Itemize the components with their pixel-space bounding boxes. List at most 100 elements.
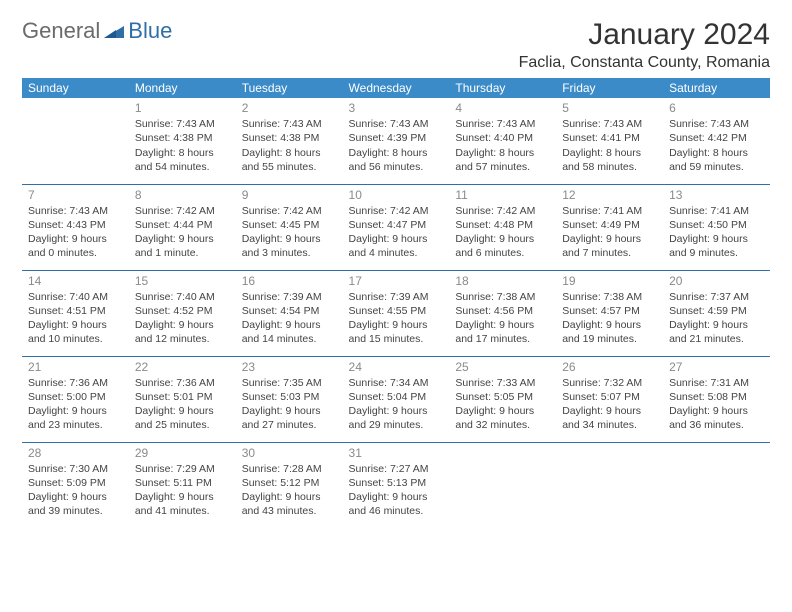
day-number: 2: [242, 100, 337, 116]
day-info-line: Sunset: 4:52 PM: [135, 304, 230, 318]
calendar-day-cell: 6Sunrise: 7:43 AMSunset: 4:42 PMDaylight…: [663, 98, 770, 184]
day-info-line: Sunrise: 7:43 AM: [669, 117, 764, 131]
day-info-line: Daylight: 9 hours: [455, 318, 550, 332]
calendar-week-row: 21Sunrise: 7:36 AMSunset: 5:00 PMDayligh…: [22, 356, 770, 442]
day-info-line: Daylight: 8 hours: [455, 146, 550, 160]
dayhdr-mon: Monday: [129, 78, 236, 98]
day-info-line: and 15 minutes.: [349, 332, 444, 346]
day-info-line: Daylight: 9 hours: [349, 232, 444, 246]
calendar-day-cell: [556, 442, 663, 528]
day-number: 19: [562, 273, 657, 289]
calendar-week-row: 28Sunrise: 7:30 AMSunset: 5:09 PMDayligh…: [22, 442, 770, 528]
calendar-day-cell: [663, 442, 770, 528]
calendar-day-cell: 26Sunrise: 7:32 AMSunset: 5:07 PMDayligh…: [556, 356, 663, 442]
calendar-body: 1Sunrise: 7:43 AMSunset: 4:38 PMDaylight…: [22, 98, 770, 528]
day-info-line: Sunrise: 7:34 AM: [349, 376, 444, 390]
day-info-line: Sunset: 4:55 PM: [349, 304, 444, 318]
day-info-line: Sunset: 5:11 PM: [135, 476, 230, 490]
day-info-line: and 17 minutes.: [455, 332, 550, 346]
day-info-line: Daylight: 9 hours: [242, 490, 337, 504]
day-info-line: Daylight: 9 hours: [669, 404, 764, 418]
day-info-line: Sunrise: 7:41 AM: [669, 204, 764, 218]
day-info-line: and 25 minutes.: [135, 418, 230, 432]
calendar-day-cell: 3Sunrise: 7:43 AMSunset: 4:39 PMDaylight…: [343, 98, 450, 184]
day-info-line: Sunrise: 7:38 AM: [455, 290, 550, 304]
day-info-line: Daylight: 9 hours: [455, 404, 550, 418]
day-info-line: Sunset: 5:01 PM: [135, 390, 230, 404]
calendar-day-cell: 8Sunrise: 7:42 AMSunset: 4:44 PMDaylight…: [129, 184, 236, 270]
day-number: 20: [669, 273, 764, 289]
calendar-day-cell: 23Sunrise: 7:35 AMSunset: 5:03 PMDayligh…: [236, 356, 343, 442]
month-title: January 2024: [519, 18, 770, 52]
day-info-line: and 6 minutes.: [455, 246, 550, 260]
day-info-line: Sunset: 4:51 PM: [28, 304, 123, 318]
day-info-line: Sunrise: 7:40 AM: [28, 290, 123, 304]
day-info-line: and 32 minutes.: [455, 418, 550, 432]
day-number: 29: [135, 445, 230, 461]
day-info-line: Sunrise: 7:42 AM: [135, 204, 230, 218]
day-number: 23: [242, 359, 337, 375]
day-info-line: Sunrise: 7:33 AM: [455, 376, 550, 390]
day-info-line: Sunset: 4:54 PM: [242, 304, 337, 318]
day-info-line: Sunset: 4:44 PM: [135, 218, 230, 232]
day-number: 18: [455, 273, 550, 289]
day-info-line: Daylight: 9 hours: [669, 232, 764, 246]
day-info-line: Daylight: 9 hours: [135, 404, 230, 418]
day-info-line: and 54 minutes.: [135, 160, 230, 174]
day-number: 17: [349, 273, 444, 289]
day-info-line: Sunrise: 7:37 AM: [669, 290, 764, 304]
day-info-line: Daylight: 9 hours: [28, 404, 123, 418]
day-info-line: Sunrise: 7:43 AM: [349, 117, 444, 131]
calendar-day-cell: 14Sunrise: 7:40 AMSunset: 4:51 PMDayligh…: [22, 270, 129, 356]
day-number: 27: [669, 359, 764, 375]
day-info-line: Sunset: 5:08 PM: [669, 390, 764, 404]
day-info-line: Sunset: 4:47 PM: [349, 218, 444, 232]
day-info-line: and 39 minutes.: [28, 504, 123, 518]
dayhdr-sat: Saturday: [663, 78, 770, 98]
day-info-line: Sunset: 5:00 PM: [28, 390, 123, 404]
calendar-day-cell: 22Sunrise: 7:36 AMSunset: 5:01 PMDayligh…: [129, 356, 236, 442]
day-number: 30: [242, 445, 337, 461]
day-number: 5: [562, 100, 657, 116]
calendar-day-cell: 19Sunrise: 7:38 AMSunset: 4:57 PMDayligh…: [556, 270, 663, 356]
day-info-line: Daylight: 9 hours: [242, 318, 337, 332]
calendar-week-row: 1Sunrise: 7:43 AMSunset: 4:38 PMDaylight…: [22, 98, 770, 184]
day-info-line: Sunset: 4:56 PM: [455, 304, 550, 318]
calendar-day-cell: 1Sunrise: 7:43 AMSunset: 4:38 PMDaylight…: [129, 98, 236, 184]
day-number: 1: [135, 100, 230, 116]
calendar-day-cell: 25Sunrise: 7:33 AMSunset: 5:05 PMDayligh…: [449, 356, 556, 442]
day-info-line: Daylight: 9 hours: [562, 232, 657, 246]
day-info-line: and 10 minutes.: [28, 332, 123, 346]
day-number: 15: [135, 273, 230, 289]
day-info-line: Sunrise: 7:42 AM: [242, 204, 337, 218]
day-info-line: Sunset: 5:13 PM: [349, 476, 444, 490]
day-number: 9: [242, 187, 337, 203]
day-info-line: Sunrise: 7:31 AM: [669, 376, 764, 390]
day-info-line: Daylight: 9 hours: [28, 232, 123, 246]
day-info-line: Daylight: 9 hours: [135, 490, 230, 504]
day-info-line: Sunset: 4:42 PM: [669, 131, 764, 145]
day-info-line: Daylight: 9 hours: [28, 490, 123, 504]
day-info-line: Sunrise: 7:30 AM: [28, 462, 123, 476]
day-number: 14: [28, 273, 123, 289]
calendar-header-row: Sunday Monday Tuesday Wednesday Thursday…: [22, 78, 770, 98]
calendar-day-cell: 2Sunrise: 7:43 AMSunset: 4:38 PMDaylight…: [236, 98, 343, 184]
calendar-day-cell: 4Sunrise: 7:43 AMSunset: 4:40 PMDaylight…: [449, 98, 556, 184]
day-info-line: Daylight: 9 hours: [349, 404, 444, 418]
brand-logo: General Blue: [22, 18, 172, 44]
title-block: January 2024 Faclia, Constanta County, R…: [519, 18, 770, 72]
day-info-line: Daylight: 9 hours: [562, 318, 657, 332]
day-info-line: Daylight: 8 hours: [135, 146, 230, 160]
day-info-line: Sunrise: 7:43 AM: [242, 117, 337, 131]
day-info-line: and 23 minutes.: [28, 418, 123, 432]
day-info-line: and 0 minutes.: [28, 246, 123, 260]
day-number: 24: [349, 359, 444, 375]
day-info-line: and 12 minutes.: [135, 332, 230, 346]
day-info-line: Sunrise: 7:28 AM: [242, 462, 337, 476]
day-info-line: Daylight: 9 hours: [349, 318, 444, 332]
day-info-line: Sunrise: 7:38 AM: [562, 290, 657, 304]
day-info-line: Sunset: 4:45 PM: [242, 218, 337, 232]
calendar-day-cell: 12Sunrise: 7:41 AMSunset: 4:49 PMDayligh…: [556, 184, 663, 270]
day-info-line: Sunrise: 7:43 AM: [135, 117, 230, 131]
day-info-line: and 43 minutes.: [242, 504, 337, 518]
